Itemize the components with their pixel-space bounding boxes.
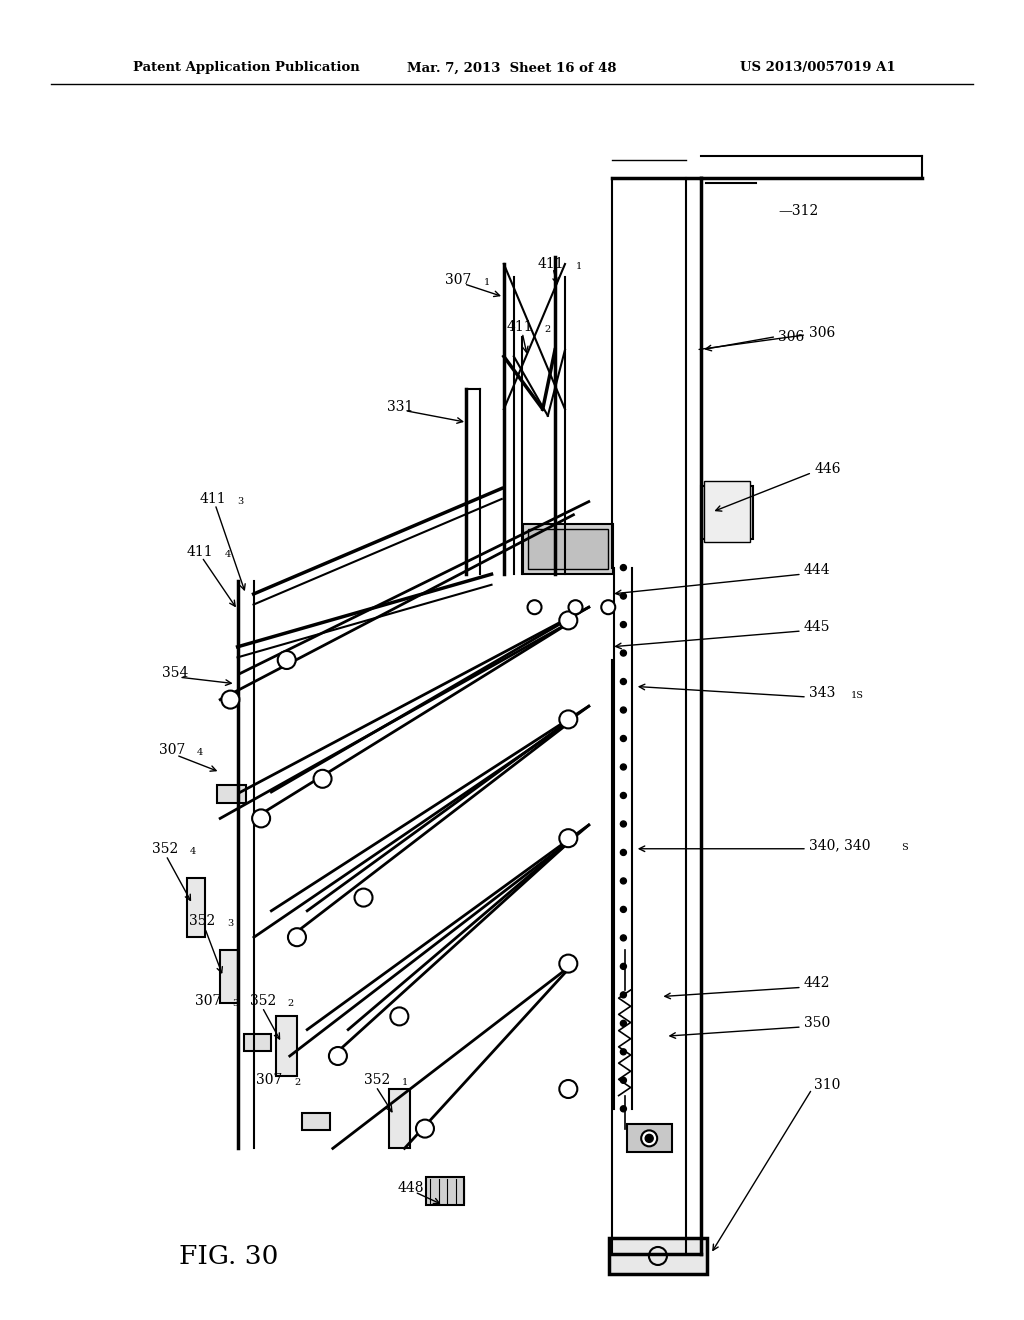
Circle shape [527, 601, 542, 614]
Text: 343: 343 [809, 686, 836, 700]
Text: Mar. 7, 2013  Sheet 16 of 48: Mar. 7, 2013 Sheet 16 of 48 [408, 62, 616, 74]
Circle shape [568, 601, 583, 614]
Text: 307: 307 [445, 273, 472, 286]
Text: Patent Application Publication: Patent Application Publication [133, 62, 359, 74]
Text: 307: 307 [195, 994, 221, 1007]
Text: 307: 307 [256, 1073, 283, 1086]
Circle shape [621, 678, 627, 685]
Circle shape [390, 1007, 409, 1026]
Circle shape [313, 770, 332, 788]
Text: 1: 1 [401, 1078, 408, 1086]
Bar [220, 950, 238, 1003]
Text: 310: 310 [814, 1078, 841, 1092]
Circle shape [559, 1080, 578, 1098]
Circle shape [416, 1119, 434, 1138]
Circle shape [621, 593, 627, 599]
Text: 411: 411 [538, 257, 564, 271]
Circle shape [621, 1049, 627, 1055]
Circle shape [559, 954, 578, 973]
Text: US 2013/0057019 A1: US 2013/0057019 A1 [740, 62, 896, 74]
Bar [426, 1177, 465, 1205]
Text: 340, 340: 340, 340 [809, 838, 870, 851]
Bar [244, 1034, 271, 1051]
Text: 1: 1 [483, 279, 489, 286]
Text: 4: 4 [189, 847, 196, 855]
Circle shape [621, 764, 627, 770]
Text: 445: 445 [804, 620, 830, 634]
Text: 4: 4 [197, 748, 203, 756]
Circle shape [621, 850, 627, 855]
Text: S: S [901, 843, 908, 851]
Circle shape [621, 565, 627, 570]
Circle shape [621, 991, 627, 998]
Bar [701, 486, 754, 539]
Bar [627, 1125, 672, 1152]
Bar [523, 524, 613, 574]
Text: 444: 444 [804, 564, 830, 577]
Circle shape [621, 792, 627, 799]
Circle shape [621, 622, 627, 627]
Circle shape [621, 735, 627, 742]
Text: 352: 352 [152, 842, 178, 855]
Text: 352: 352 [250, 994, 276, 1007]
Circle shape [221, 690, 240, 709]
Text: 306: 306 [778, 330, 805, 343]
Text: 4: 4 [224, 550, 230, 558]
Text: 2: 2 [288, 999, 294, 1007]
Bar [302, 1113, 330, 1130]
Text: 446: 446 [814, 462, 841, 475]
Text: 448: 448 [397, 1181, 424, 1195]
Circle shape [621, 878, 627, 884]
Circle shape [621, 708, 627, 713]
Text: 354: 354 [162, 667, 188, 680]
Text: 411: 411 [200, 492, 226, 506]
Text: 3: 3 [232, 999, 239, 1007]
Text: 350: 350 [804, 1016, 830, 1030]
Text: 3: 3 [238, 498, 244, 506]
Text: 3: 3 [227, 920, 233, 928]
Circle shape [559, 611, 578, 630]
Circle shape [621, 1020, 627, 1027]
Text: 2: 2 [294, 1078, 300, 1086]
Text: 2: 2 [545, 326, 551, 334]
Circle shape [621, 821, 627, 826]
Circle shape [329, 1047, 347, 1065]
Text: 352: 352 [189, 915, 216, 928]
Text: 1: 1 [575, 263, 582, 271]
Bar [276, 1016, 297, 1076]
Circle shape [621, 1106, 627, 1111]
Text: 307: 307 [159, 743, 185, 756]
Text: 442: 442 [804, 977, 830, 990]
Circle shape [621, 1077, 627, 1084]
Circle shape [601, 601, 615, 614]
Circle shape [288, 928, 306, 946]
Circle shape [354, 888, 373, 907]
Text: FIG. 30: FIG. 30 [179, 1245, 279, 1269]
Bar [528, 529, 608, 569]
Circle shape [621, 935, 627, 941]
Text: 411: 411 [507, 321, 534, 334]
Text: —312: —312 [778, 205, 818, 218]
Circle shape [252, 809, 270, 828]
Text: 1S: 1S [851, 692, 864, 700]
Bar [609, 1238, 707, 1274]
Circle shape [621, 964, 627, 969]
Circle shape [559, 710, 578, 729]
Circle shape [641, 1130, 657, 1146]
Text: 306: 306 [699, 326, 836, 350]
Circle shape [645, 1134, 653, 1142]
Bar [705, 480, 751, 541]
Circle shape [278, 651, 296, 669]
Text: 331: 331 [387, 400, 414, 413]
Text: 411: 411 [186, 545, 213, 558]
Bar [217, 785, 246, 803]
Bar [389, 1089, 410, 1148]
Text: 352: 352 [364, 1073, 390, 1086]
Circle shape [621, 649, 627, 656]
Circle shape [559, 829, 578, 847]
Circle shape [621, 907, 627, 912]
Bar [187, 878, 205, 937]
